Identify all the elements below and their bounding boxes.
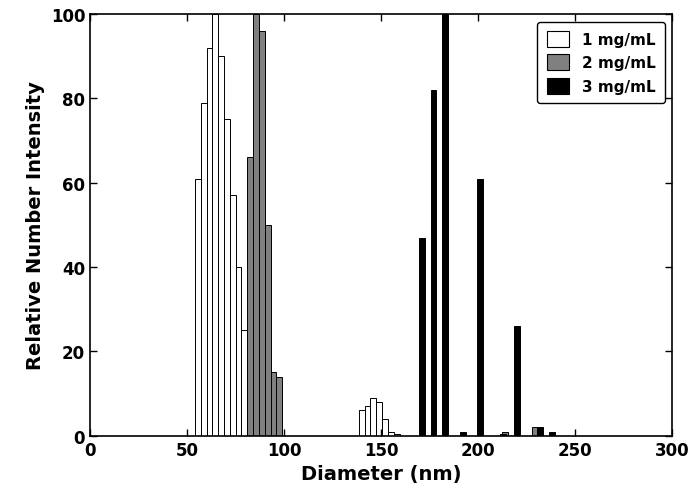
Bar — [502, 432, 508, 436]
Bar — [218, 57, 224, 436]
Bar — [270, 373, 277, 436]
Bar — [430, 91, 437, 436]
Legend: 1 mg/mL, 2 mg/mL, 3 mg/mL: 1 mg/mL, 2 mg/mL, 3 mg/mL — [537, 23, 665, 104]
Bar — [388, 432, 394, 436]
Bar — [224, 120, 230, 436]
Bar — [500, 434, 507, 436]
Bar — [212, 15, 218, 436]
Bar — [549, 432, 555, 436]
X-axis label: Diameter (nm): Diameter (nm) — [301, 464, 462, 483]
Bar — [442, 15, 448, 436]
Bar — [195, 179, 201, 436]
Bar — [259, 32, 265, 436]
Bar — [236, 268, 241, 436]
Bar — [265, 225, 270, 436]
Bar — [459, 432, 466, 436]
Bar — [359, 411, 365, 436]
Bar — [532, 427, 537, 436]
Bar — [382, 419, 388, 436]
Bar — [247, 158, 253, 436]
Bar — [376, 402, 382, 436]
Bar — [201, 103, 207, 436]
Bar — [207, 49, 212, 436]
Bar — [365, 406, 371, 436]
Bar — [253, 15, 259, 436]
Bar — [241, 331, 247, 436]
Bar — [419, 238, 425, 436]
Bar — [277, 377, 282, 436]
Bar — [371, 398, 376, 436]
Bar — [394, 434, 400, 436]
Bar — [537, 427, 543, 436]
Y-axis label: Relative Number Intensity: Relative Number Intensity — [26, 81, 45, 370]
Bar — [477, 179, 483, 436]
Bar — [230, 196, 236, 436]
Bar — [514, 327, 520, 436]
Bar — [241, 360, 247, 436]
